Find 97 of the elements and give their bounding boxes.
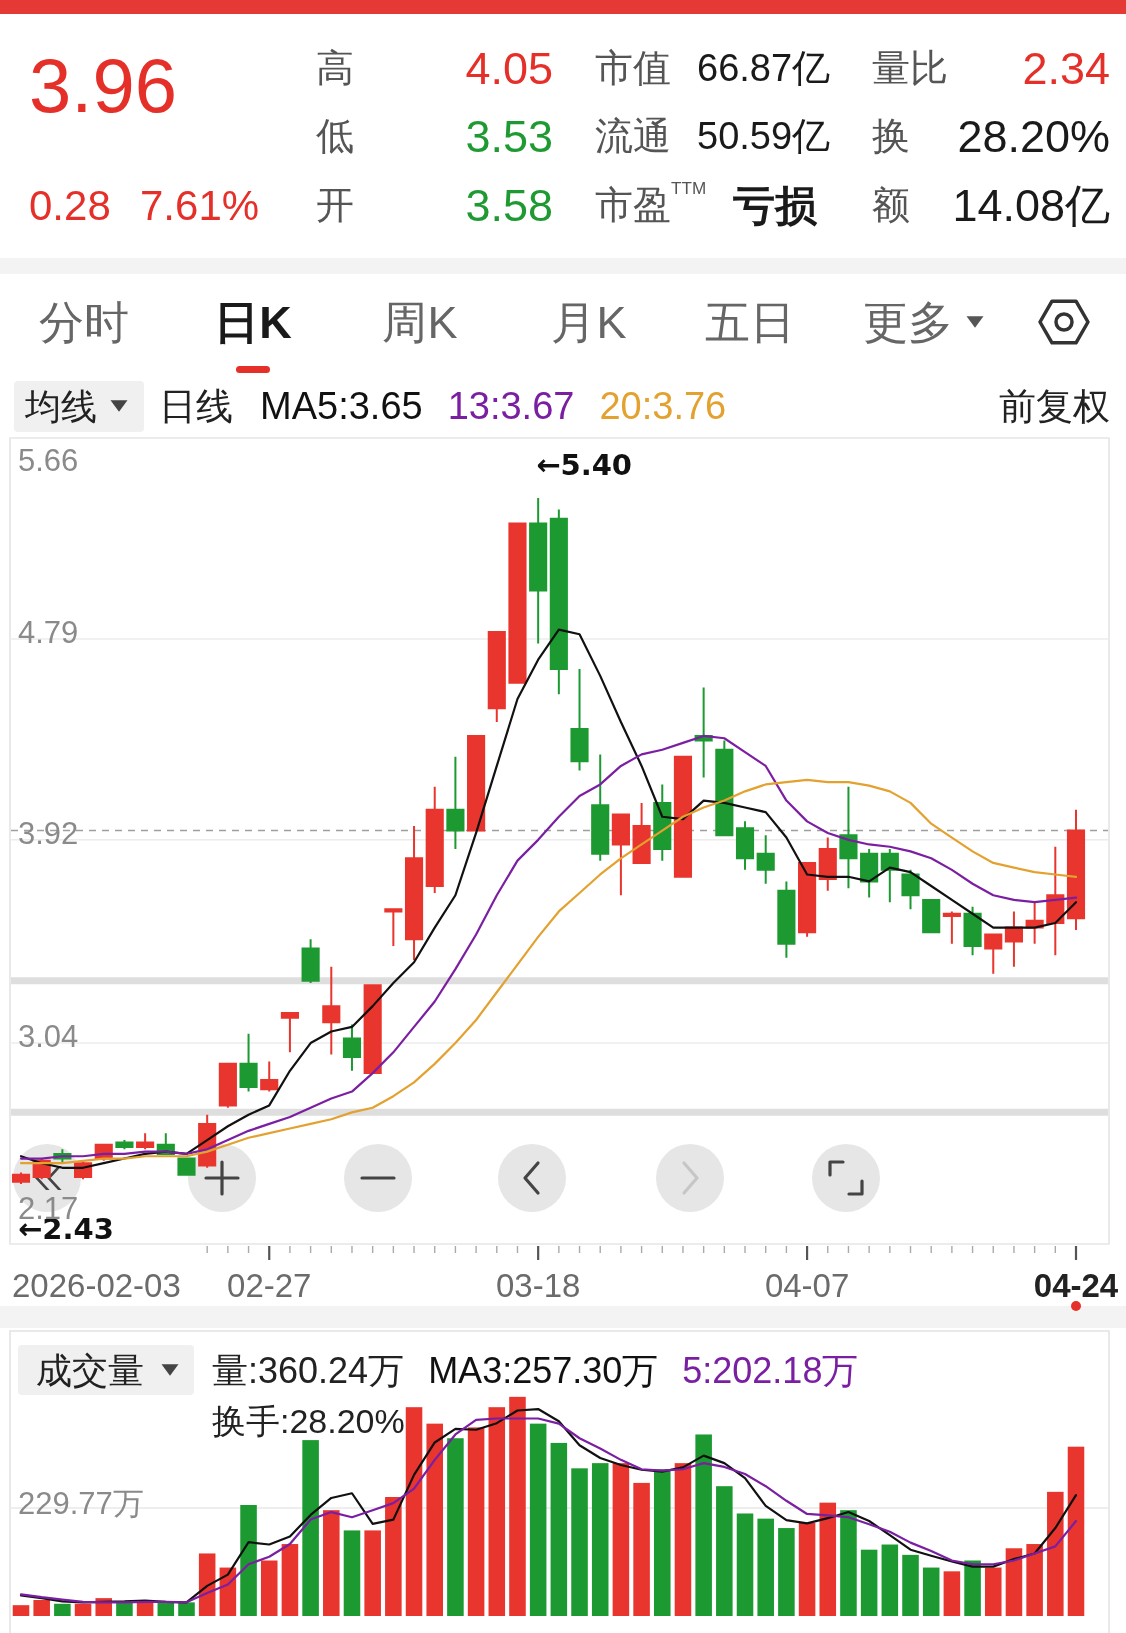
bar: [591, 1463, 609, 1616]
bar: [240, 1505, 257, 1616]
bar: [447, 1438, 464, 1616]
bar: [902, 1554, 919, 1616]
text: 7.61%: [140, 181, 260, 229]
annotation: 量:360.24万: [212, 1349, 405, 1391]
bar: [178, 1602, 195, 1616]
bar: [509, 1396, 526, 1616]
text: 4.05: [465, 42, 553, 94]
y-tick-label: 229.77万: [18, 1485, 144, 1521]
bar: [612, 1463, 630, 1616]
bar: [840, 1510, 857, 1616]
bar: [467, 1427, 485, 1616]
series-label: MA3:257.30万: [428, 1349, 659, 1391]
text: 3.96: [29, 42, 177, 128]
x-tick-label: 02-27: [227, 1266, 312, 1304]
bar: [198, 1553, 216, 1616]
bar: [426, 1423, 443, 1616]
bar: [323, 1510, 340, 1616]
text: 低: [316, 115, 354, 157]
text: 14.08亿: [952, 179, 1110, 231]
text: 分时: [39, 296, 129, 348]
text: 2026-02-03: [12, 1266, 181, 1304]
bar: [550, 1442, 568, 1616]
bar: [695, 1434, 712, 1616]
text: 开: [316, 184, 354, 226]
bar: [1047, 1491, 1064, 1616]
bar: [943, 1571, 961, 1616]
annotation: ←5.40: [536, 448, 633, 483]
y-tick-label: 3.92: [18, 815, 79, 851]
x-tick-label: 04-24: [1033, 1266, 1119, 1304]
bar: [74, 1603, 92, 1616]
bar: [529, 1423, 547, 1616]
y-tick-label: 5.66: [18, 442, 79, 478]
text: 更多: [863, 296, 953, 348]
text: 日K: [214, 296, 293, 348]
text: 市值: [595, 47, 671, 89]
bar: [54, 1603, 71, 1616]
text: 28.20%: [957, 110, 1110, 162]
bar: [984, 1567, 1002, 1616]
text: 66.87亿: [697, 47, 831, 89]
bar: [778, 1528, 795, 1616]
bar: [488, 1407, 506, 1616]
bar: [881, 1544, 899, 1616]
bar: [654, 1469, 671, 1616]
bar: [674, 1463, 692, 1616]
text: 均线: [24, 385, 97, 427]
bar: [736, 1513, 754, 1616]
bar: [798, 1522, 816, 1616]
x-tick-label: 03-18: [495, 1266, 581, 1304]
text: 20:3.76: [599, 385, 727, 427]
text: 前复权: [999, 385, 1110, 427]
bar: [757, 1518, 774, 1616]
text: 2.34: [1022, 42, 1110, 94]
text: 成交量: [36, 1349, 144, 1391]
bar: [33, 1600, 50, 1616]
bar: [716, 1486, 733, 1616]
text: 周K: [382, 296, 458, 348]
text: 流通: [595, 115, 671, 157]
bar: [633, 1482, 650, 1616]
bar: [343, 1530, 361, 1616]
text: 3.53: [465, 110, 553, 162]
bar: [157, 1602, 175, 1616]
chart-title: 日线: [159, 385, 233, 427]
y-tick-label: 4.79: [18, 614, 79, 650]
bar: [385, 1497, 402, 1616]
bar: [819, 1502, 837, 1616]
bar: [922, 1567, 940, 1616]
bar: [12, 1605, 30, 1616]
text: 高: [316, 47, 354, 89]
bar: [571, 1468, 588, 1616]
bar: [860, 1549, 878, 1616]
text: 3.58: [465, 179, 553, 231]
bar: [1026, 1544, 1043, 1616]
bar: [281, 1544, 299, 1616]
text: MA5:3.65: [260, 385, 423, 427]
text: 13:3.67: [447, 385, 575, 427]
text: 亏损: [732, 181, 818, 229]
text: 5:202.18万: [682, 1349, 859, 1391]
bar: [1005, 1548, 1023, 1616]
text: 量比: [872, 47, 948, 89]
bar: [964, 1560, 981, 1616]
text: 市盈$^{TTM}$: [595, 178, 707, 226]
text: 换: [872, 115, 910, 157]
bar: [364, 1530, 381, 1616]
bar: [260, 1560, 278, 1616]
bar: [1067, 1446, 1085, 1616]
annotation: 换手:28.20%: [212, 1402, 405, 1440]
text: 五日: [705, 296, 795, 348]
bar: [302, 1440, 319, 1616]
y-tick-label: 3.04: [18, 1018, 79, 1054]
bar: [405, 1407, 423, 1616]
x-tick-label: 04-07: [764, 1266, 850, 1304]
text: 额: [872, 184, 910, 226]
text: 0.28: [29, 181, 111, 229]
text: 50.59亿: [697, 115, 831, 157]
text: 月K: [551, 296, 627, 348]
